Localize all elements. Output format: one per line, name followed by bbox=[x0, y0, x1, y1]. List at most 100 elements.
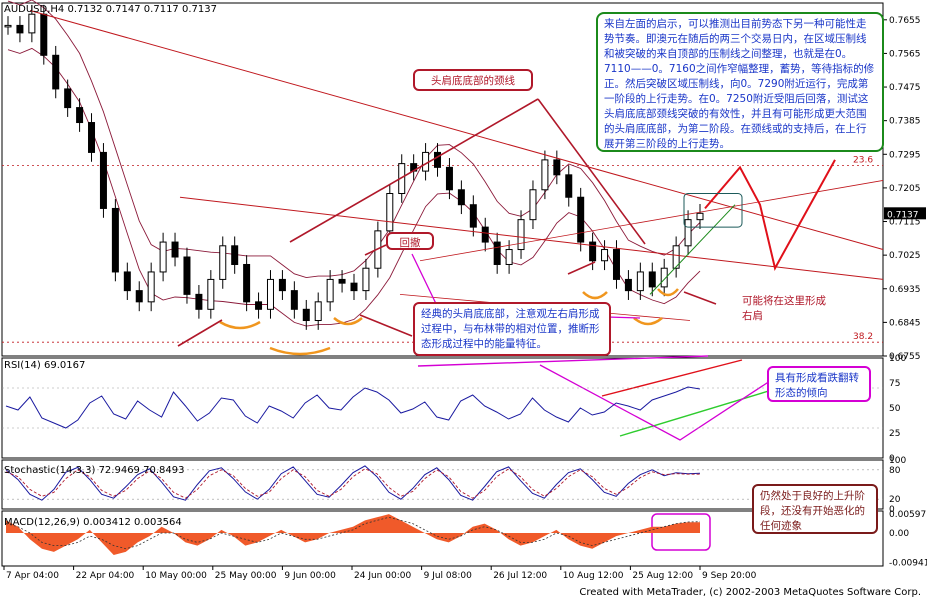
head-shoulders-note: 经典的头肩底底部，注意观左右肩形成过程中，与布林带的相对位置，推断形态形成过程中… bbox=[413, 302, 611, 356]
projection-path bbox=[704, 159, 836, 271]
candle-body bbox=[266, 278, 274, 310]
time-tick-label: 25 Aug 12:00 bbox=[632, 571, 693, 581]
price-panel-frame bbox=[1, 2, 884, 357]
bollinger-lower bbox=[7, 47, 701, 327]
candle-body bbox=[362, 267, 370, 292]
price-candles bbox=[4, 4, 704, 330]
candle-body bbox=[171, 241, 179, 258]
candle-body bbox=[612, 249, 620, 280]
candle-body bbox=[493, 241, 501, 265]
candle-body bbox=[123, 271, 131, 292]
candle-body bbox=[16, 24, 24, 34]
panel-frames bbox=[1, 2, 884, 567]
candle-body bbox=[195, 293, 203, 310]
candle-body bbox=[434, 151, 442, 168]
stoch-tick-label: 0 bbox=[889, 505, 895, 515]
indicator-panels bbox=[2, 386, 883, 555]
candle-body bbox=[624, 278, 632, 292]
macd-tick-label: 0.00 bbox=[889, 529, 909, 539]
bollinger-bands bbox=[7, 0, 701, 327]
macd-signal-line bbox=[5, 516, 701, 550]
stoch-tick-label: 100 bbox=[889, 456, 906, 466]
price-tick-label: 0.7385 bbox=[889, 117, 921, 127]
price-tick-label: 0.6755 bbox=[889, 352, 921, 362]
shoulder-arc bbox=[582, 291, 608, 300]
candle-body bbox=[338, 278, 346, 284]
rsi-tick-label: 0 bbox=[889, 454, 895, 464]
candle-body bbox=[183, 256, 191, 295]
candle-body bbox=[76, 107, 84, 124]
candle-body bbox=[28, 13, 36, 34]
rsi-tick-label: 75 bbox=[889, 379, 900, 389]
shoulder-arc bbox=[333, 317, 363, 326]
pointer-arrow bbox=[359, 314, 413, 337]
rsi-line bbox=[5, 386, 701, 429]
stoch-main-line bbox=[5, 465, 701, 501]
candle-body bbox=[350, 282, 358, 292]
trend-lines bbox=[29, 9, 884, 551]
macd-histogram bbox=[6, 514, 700, 555]
price-tick-label: 0.7205 bbox=[889, 184, 921, 194]
candle-body bbox=[553, 159, 561, 176]
candle-body bbox=[481, 226, 489, 243]
candle-body bbox=[135, 290, 143, 303]
macd-note: 仍然处于良好的上升阶段，还没有开始恶化的任何迹象 bbox=[752, 484, 878, 534]
candle-body bbox=[469, 204, 477, 228]
last-price-badge bbox=[884, 207, 926, 220]
price-tick-label: 0.6935 bbox=[889, 285, 921, 295]
time-tick-label: 9 Jul 08:00 bbox=[424, 571, 473, 581]
pointer-arrow bbox=[567, 261, 596, 275]
green-support-line bbox=[649, 204, 736, 295]
rsi-label: RSI(14) 69.0167 bbox=[4, 360, 85, 371]
stoch-tick-label: 20 bbox=[889, 495, 901, 505]
last-price-label: 0.7137 bbox=[887, 210, 919, 220]
rsi-tick-label: 100 bbox=[889, 354, 906, 364]
candle-body bbox=[4, 24, 12, 28]
candle-body bbox=[52, 54, 60, 90]
fib-level-label: 23.6 bbox=[853, 155, 873, 165]
time-tick-label: 9 Jun 00:00 bbox=[284, 571, 336, 581]
pullback-note: 回撤 bbox=[386, 232, 434, 250]
candle-body bbox=[243, 263, 251, 303]
candle-body bbox=[99, 151, 107, 209]
candle-body bbox=[529, 189, 537, 221]
price-tick-label: 0.7025 bbox=[889, 251, 921, 261]
bollinger-upper bbox=[7, 0, 701, 279]
time-tick-label: 10 Aug 12:00 bbox=[563, 571, 624, 581]
candle-body bbox=[88, 122, 96, 153]
candle-body bbox=[684, 219, 692, 247]
time-tick-label: 7 Apr 04:00 bbox=[6, 571, 59, 581]
price-tick-label: 0.7295 bbox=[889, 150, 921, 160]
shoulder-arc bbox=[269, 346, 331, 356]
candle-body bbox=[696, 212, 704, 221]
time-tick-label: 24 Jun 00:00 bbox=[354, 571, 411, 581]
candle-body bbox=[445, 166, 453, 191]
shoulder-arc bbox=[657, 288, 679, 297]
rsi-tick-label: 50 bbox=[889, 404, 901, 414]
price-tick-label: 0.7475 bbox=[889, 83, 921, 93]
consolidation-box bbox=[683, 193, 743, 228]
candle-body bbox=[231, 245, 239, 265]
stoch-tick-label: 80 bbox=[889, 466, 901, 476]
shoulder-arc bbox=[633, 317, 663, 326]
pointer-arrow bbox=[537, 98, 646, 245]
candle-body bbox=[314, 301, 322, 322]
time-tick-label: 10 May 00:00 bbox=[145, 571, 207, 581]
time-tick-label: 9 Sep 20:00 bbox=[702, 571, 757, 581]
candle-body bbox=[589, 241, 597, 262]
time-tick-label: 25 May 00:00 bbox=[215, 571, 277, 581]
candle-body bbox=[636, 271, 644, 292]
macd-label: MACD(12,26,9) 0.003412 0.003564 bbox=[4, 517, 182, 528]
time-tick-label: 26 Jul 12:00 bbox=[493, 571, 547, 581]
candle-body bbox=[565, 174, 573, 198]
shoulder-arc bbox=[219, 320, 261, 330]
candle-body bbox=[541, 159, 549, 191]
top-resistance-line bbox=[29, 9, 884, 251]
candle-body bbox=[648, 271, 656, 288]
rsi-note: 具有形成看跌翻转形态的倾向 bbox=[767, 366, 871, 402]
candle-body bbox=[159, 241, 167, 273]
stoch-panel-frame bbox=[1, 459, 884, 510]
macd-tick-label: 0.00597 bbox=[889, 510, 926, 520]
candle-body bbox=[601, 249, 609, 262]
